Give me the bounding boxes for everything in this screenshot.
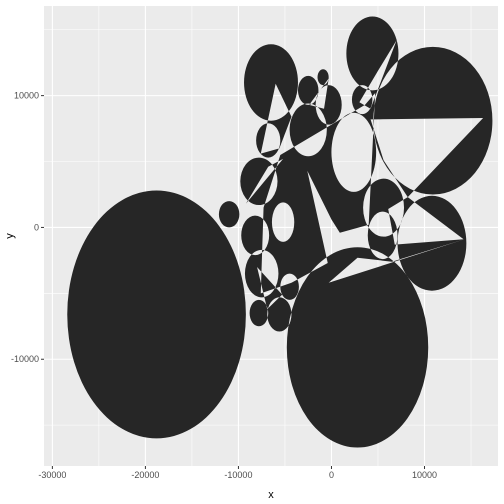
y-tick-label: 10000 bbox=[14, 91, 39, 101]
x-tick-label: -10000 bbox=[224, 470, 252, 480]
x-tick-label: 10000 bbox=[412, 470, 437, 480]
y-axis: -10000 0 10000 bbox=[11, 91, 44, 364]
x-tick-label: -20000 bbox=[131, 470, 159, 480]
data-shapes bbox=[67, 16, 493, 448]
x-tick-label: -30000 bbox=[38, 470, 66, 480]
x-tick-label: 0 bbox=[329, 470, 334, 480]
y-axis-title: y bbox=[4, 233, 16, 239]
x-axis: -30000 -20000 -10000 0 10000 bbox=[38, 466, 437, 480]
y-tick-label: 0 bbox=[34, 222, 39, 232]
y-tick-label: -10000 bbox=[11, 354, 39, 364]
filled-region bbox=[67, 16, 493, 448]
x-axis-title: x bbox=[268, 489, 274, 501]
